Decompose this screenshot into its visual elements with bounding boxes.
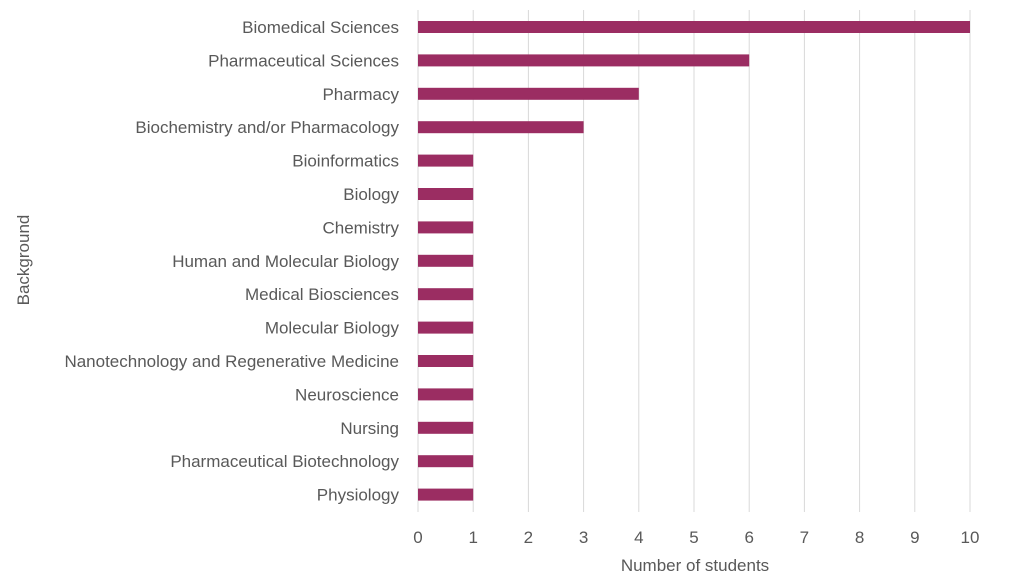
x-tick-label: 4	[634, 528, 643, 547]
category-label: Biochemistry and/or Pharmacology	[135, 118, 399, 137]
category-label: Medical Biosciences	[245, 285, 399, 304]
gridlines	[417, 10, 971, 512]
x-tick-label: 3	[579, 528, 588, 547]
x-tick-label: 1	[468, 528, 477, 547]
category-label: Chemistry	[322, 218, 399, 237]
x-tick-label: 5	[689, 528, 698, 547]
bar	[418, 288, 474, 301]
category-labels: Biomedical Sciences Pharmaceutical Scienc…	[64, 18, 399, 505]
category-label: Nanotechnology and Regenerative Medicine	[64, 352, 399, 371]
x-tick-label: 10	[961, 528, 980, 547]
category-label: Pharmacy	[322, 85, 399, 104]
bar	[418, 121, 584, 134]
x-tick-label: 8	[855, 528, 864, 547]
category-label: Nursing	[340, 419, 399, 438]
category-label: Physiology	[317, 486, 400, 505]
bar	[418, 388, 474, 401]
x-tick-label: 9	[910, 528, 919, 547]
category-label: Bioinformatics	[292, 152, 399, 171]
x-axis-title: Number of students	[621, 556, 769, 575]
x-tick-labels: 0 1 2 3 4 5 6 7 8 9 10	[413, 528, 979, 547]
bar	[418, 54, 750, 67]
x-tick-label: 6	[744, 528, 753, 547]
category-label: Human and Molecular Biology	[172, 252, 399, 271]
category-label: Biomedical Sciences	[242, 18, 399, 37]
bar	[418, 355, 474, 367]
bar	[418, 321, 474, 334]
category-label: Neuroscience	[295, 385, 399, 404]
category-label: Pharmaceutical Sciences	[208, 51, 399, 70]
bar	[418, 254, 474, 267]
category-label: Biology	[343, 185, 399, 204]
x-tick-label: 7	[800, 528, 809, 547]
bar	[418, 455, 474, 468]
bar	[418, 188, 474, 200]
category-label: Molecular Biology	[265, 319, 400, 338]
x-tick-label: 2	[524, 528, 533, 547]
bar	[418, 488, 474, 501]
bar	[418, 421, 474, 434]
y-axis-title: Background	[14, 215, 33, 306]
bar	[418, 21, 970, 33]
bar	[418, 87, 639, 100]
bar	[418, 154, 474, 167]
x-tick-label: 0	[413, 528, 422, 547]
bar	[418, 221, 474, 234]
bars	[418, 21, 970, 501]
category-label: Pharmaceutical Biotechnology	[170, 452, 399, 471]
